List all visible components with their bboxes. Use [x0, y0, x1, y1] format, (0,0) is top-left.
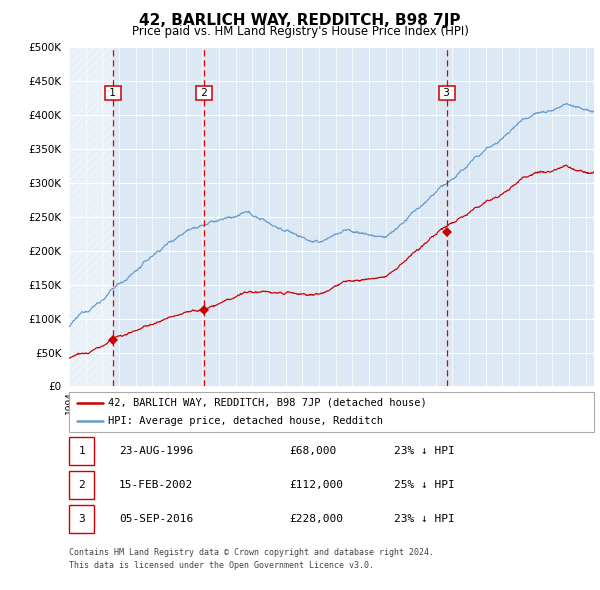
- Bar: [69, 506, 94, 533]
- Text: 3: 3: [440, 88, 454, 98]
- Text: £112,000: £112,000: [290, 480, 343, 490]
- Bar: [69, 437, 94, 464]
- Text: 2: 2: [78, 480, 85, 490]
- Text: 2: 2: [198, 88, 211, 98]
- Text: 15-FEB-2002: 15-FEB-2002: [119, 480, 193, 490]
- Text: £228,000: £228,000: [290, 514, 343, 524]
- Text: 25% ↓ HPI: 25% ↓ HPI: [395, 480, 455, 490]
- Text: 05-SEP-2016: 05-SEP-2016: [119, 514, 193, 524]
- Text: Price paid vs. HM Land Registry's House Price Index (HPI): Price paid vs. HM Land Registry's House …: [131, 25, 469, 38]
- Text: 23% ↓ HPI: 23% ↓ HPI: [395, 446, 455, 455]
- Text: 42, BARLICH WAY, REDDITCH, B98 7JP: 42, BARLICH WAY, REDDITCH, B98 7JP: [139, 13, 461, 28]
- Text: £68,000: £68,000: [290, 446, 337, 455]
- Text: 42, BARLICH WAY, REDDITCH, B98 7JP (detached house): 42, BARLICH WAY, REDDITCH, B98 7JP (deta…: [109, 398, 427, 408]
- Bar: [69, 471, 94, 499]
- Text: Contains HM Land Registry data © Crown copyright and database right 2024.: Contains HM Land Registry data © Crown c…: [69, 548, 434, 557]
- Text: 23% ↓ HPI: 23% ↓ HPI: [395, 514, 455, 524]
- Text: HPI: Average price, detached house, Redditch: HPI: Average price, detached house, Redd…: [109, 415, 383, 425]
- Text: This data is licensed under the Open Government Licence v3.0.: This data is licensed under the Open Gov…: [69, 561, 374, 570]
- Text: 1: 1: [78, 446, 85, 455]
- Text: 23-AUG-1996: 23-AUG-1996: [119, 446, 193, 455]
- Text: 1: 1: [106, 88, 119, 98]
- Text: 3: 3: [78, 514, 85, 524]
